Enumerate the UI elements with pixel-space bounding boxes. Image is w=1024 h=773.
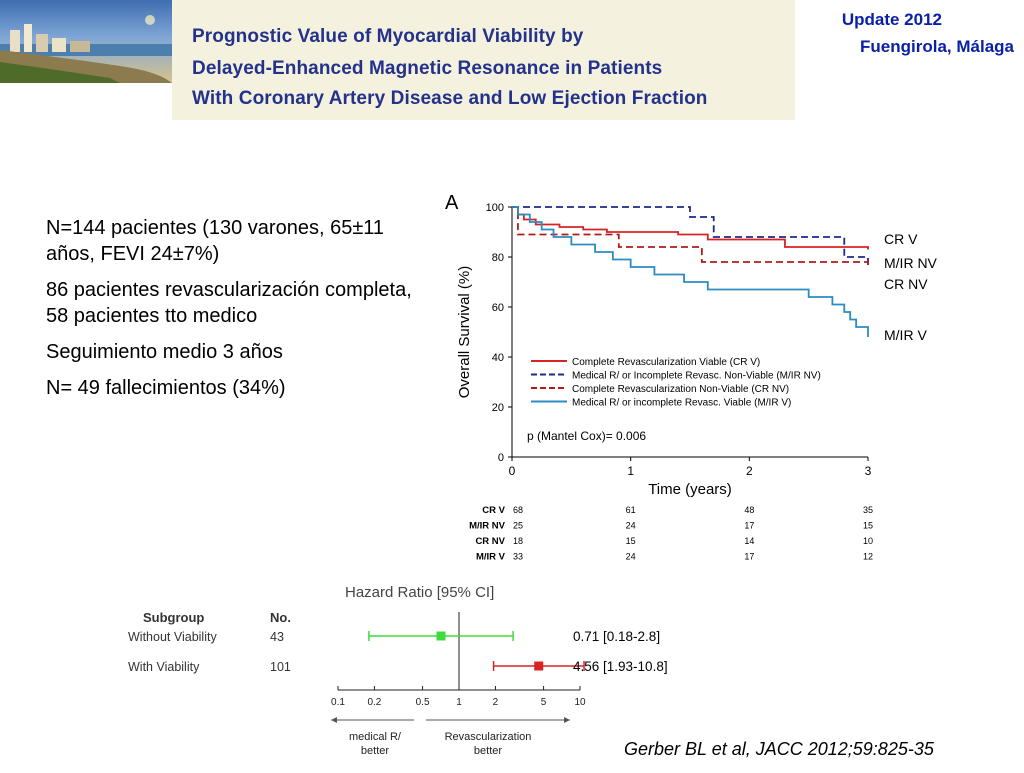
curve-end-label: CR V (884, 231, 918, 247)
title-line-2: Delayed-Enhanced Magnetic Resonance in P… (192, 58, 663, 79)
legend-entry: Medical R/ or Incomplete Revasc. Non-Via… (572, 371, 821, 382)
risk-count: 24 (626, 552, 636, 562)
hr-tick-label: 10 (574, 697, 586, 708)
study-summary: N=144 pacientes (130 varones, 65±11 años… (46, 215, 416, 411)
risk-row-label: M/IR NV (469, 521, 506, 532)
risk-count: 10 (863, 536, 873, 546)
survival-curve (512, 206, 869, 337)
survival-curve (512, 206, 869, 250)
y-axis-label: Overall Survival (%) (456, 266, 473, 399)
curve-end-label: M/IR NV (884, 255, 938, 271)
risk-count: 35 (863, 505, 873, 515)
risk-count: 15 (626, 536, 636, 546)
right-arrowhead (564, 717, 570, 723)
risk-count: 48 (744, 505, 754, 515)
legend-entry: Complete Revascularization Viable (CR V) (572, 357, 760, 368)
x-tick-label: 3 (865, 464, 872, 478)
citation: Gerber BL et al, JACC 2012;59:825-35 (624, 739, 934, 759)
risk-count: 25 (513, 521, 523, 531)
title-line-1: Prognostic Value of Myocardial Viability… (192, 26, 584, 47)
y-tick-label: 100 (486, 202, 504, 214)
hr-tick-label: 0.5 (416, 697, 430, 708)
risk-count: 12 (863, 552, 873, 562)
title-line-3: With Coronary Artery Disease and Low Eje… (192, 88, 708, 109)
subgroup-label: With Viability (128, 660, 200, 674)
p-value-annotation: p (Mantel Cox)= 0.006 (527, 429, 646, 443)
summary-item: N=144 pacientes (130 varones, 65±11 años… (46, 217, 385, 265)
survival-curve (512, 206, 869, 265)
left-direction-label: better (361, 745, 389, 757)
summary-item: 86 pacientes revascularización completa,… (46, 279, 412, 327)
y-tick-label: 0 (498, 452, 504, 464)
title-banner: Prognostic Value of Myocardial Viability… (172, 0, 795, 120)
forest-title: Hazard Ratio [95% CI] (345, 584, 494, 601)
y-tick-label: 40 (492, 352, 504, 364)
subgroup-count: 101 (270, 660, 291, 674)
hr-tick-label: 1 (456, 697, 462, 708)
x-tick-label: 0 (509, 464, 516, 478)
risk-count: 33 (513, 552, 523, 562)
hr-tick-label: 2 (493, 697, 499, 708)
risk-count: 17 (744, 552, 754, 562)
beach-city-photo (0, 0, 172, 83)
right-direction-label: Revascularization (445, 731, 532, 743)
right-direction-label: better (474, 745, 502, 757)
hr-value-label: 4.56 [1.93-10.8] (573, 659, 668, 674)
risk-row-label: CR NV (475, 536, 505, 547)
risk-count: 68 (513, 505, 523, 515)
hazard-ratio-point (534, 661, 544, 671)
risk-row-label: CR V (482, 505, 505, 516)
risk-count: 17 (744, 521, 754, 531)
hr-tick-label: 0.1 (331, 697, 345, 708)
panel-label: A (445, 192, 459, 214)
subgroup-count: 43 (270, 630, 284, 644)
risk-count: 18 (513, 536, 523, 546)
subgroup-label: Without Viability (128, 630, 217, 644)
hazard-ratio-point (436, 631, 446, 641)
forest-plot: Hazard Ratio [95% CI] Subgroup No. 0.1 0.2 0.… (118, 572, 693, 768)
y-tick-label: 80 (492, 252, 504, 264)
summary-item: N= 49 fallecimientos (34%) (46, 377, 286, 399)
y-tick-label: 20 (492, 402, 504, 414)
x-tick-label: 1 (627, 464, 634, 478)
update-year: Update 2012 (841, 10, 942, 29)
summary-item: Seguimiento medio 3 años (46, 341, 283, 363)
risk-count: 14 (744, 536, 754, 546)
survival-curve (512, 206, 869, 267)
hr-tick-label: 0.2 (367, 697, 381, 708)
x-tick-label: 2 (746, 464, 753, 478)
count-header: No. (270, 610, 291, 625)
legend-entry: Complete Revascularization Non-Viable (C… (572, 384, 789, 395)
subgroup-header: Subgroup (143, 610, 204, 625)
y-tick-label: 60 (492, 302, 504, 314)
curve-end-label: CR NV (884, 276, 928, 292)
left-direction-label: medical R/ (349, 731, 402, 743)
left-arrowhead (331, 717, 337, 723)
risk-count: 24 (626, 521, 636, 531)
hr-tick-label: 5 (541, 697, 547, 708)
hr-value-label: 0.71 [0.18-2.8] (573, 629, 660, 644)
kaplan-meier-chart: A 0 20 40 60 80 100 0 1 2 3 Time (years) Overall Sur… (443, 180, 1024, 575)
curve-end-label: M/IR V (884, 327, 927, 343)
risk-row-label: M/IR V (476, 552, 506, 563)
legend-entry: Medical R/ or incomplete Revasc. Viable … (572, 398, 791, 409)
risk-count: 15 (863, 521, 873, 531)
update-location: Fuengirola, Málaga (860, 37, 1014, 56)
risk-count: 61 (626, 505, 636, 515)
x-axis-label: Time (years) (648, 481, 732, 498)
